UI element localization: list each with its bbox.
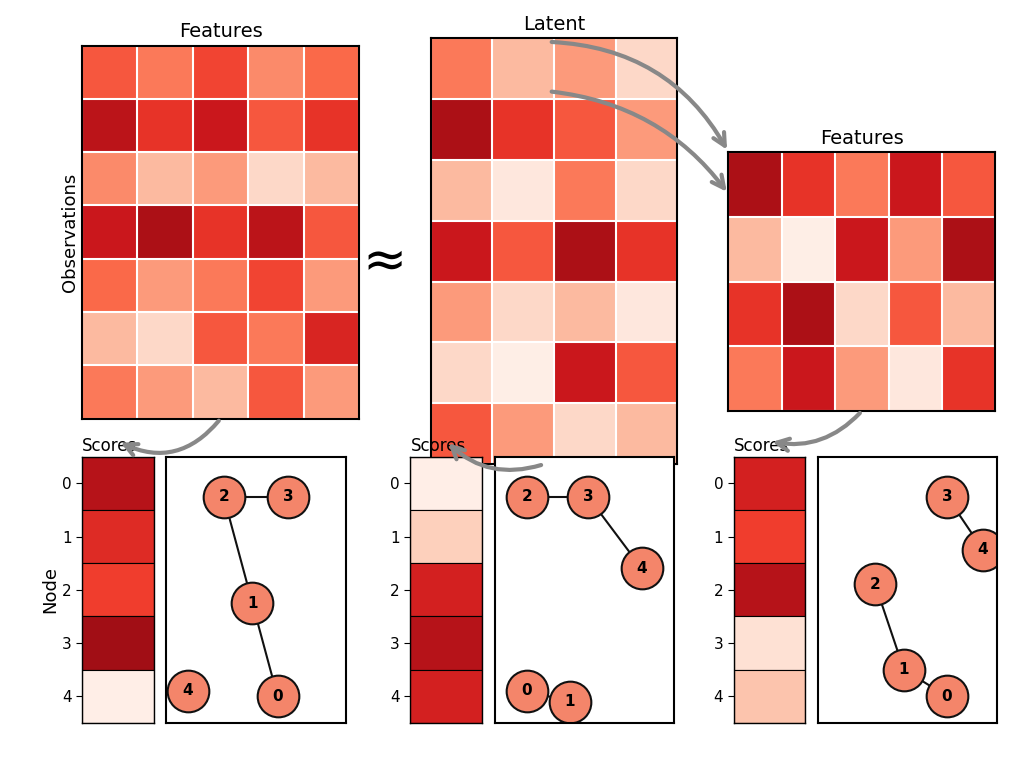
Point (633, 562, 649, 575)
Y-axis label: Observations: Observations (62, 173, 79, 291)
Point (180, 685, 196, 697)
Text: Scores: Scores (410, 437, 466, 455)
Point (939, 491, 955, 503)
Text: ≈: ≈ (362, 237, 407, 288)
Text: 4: 4 (183, 683, 193, 699)
Point (518, 685, 536, 697)
Bar (734, 457, 805, 510)
Point (280, 491, 297, 503)
Text: 1: 1 (564, 694, 576, 709)
Point (580, 491, 596, 503)
Bar (734, 616, 805, 670)
Bar (82, 670, 154, 723)
Text: 1: 1 (247, 596, 258, 610)
Text: 2: 2 (219, 489, 229, 504)
Bar (734, 670, 805, 723)
Text: 2: 2 (870, 577, 880, 592)
Text: Scores: Scores (734, 437, 789, 455)
Text: 4: 4 (636, 561, 647, 576)
Point (269, 690, 285, 702)
Point (215, 491, 232, 503)
Point (518, 491, 536, 503)
Title: Features: Features (820, 129, 904, 148)
Text: 0: 0 (521, 683, 532, 699)
Bar (82, 510, 154, 563)
Text: 3: 3 (283, 489, 293, 504)
Point (562, 696, 579, 708)
Text: 3: 3 (583, 489, 593, 504)
Text: Scores: Scores (82, 437, 137, 455)
Bar (410, 670, 482, 723)
Bar (82, 563, 154, 616)
Text: 0: 0 (272, 689, 283, 704)
Text: 4: 4 (978, 543, 988, 557)
Text: 1: 1 (899, 662, 909, 677)
Bar (82, 616, 154, 670)
Point (975, 543, 991, 556)
Bar (410, 457, 482, 510)
Bar (410, 563, 482, 616)
Point (867, 578, 883, 591)
Bar (410, 510, 482, 563)
Bar (410, 616, 482, 670)
Point (896, 664, 912, 676)
Text: 3: 3 (942, 489, 952, 504)
Y-axis label: Node: Node (41, 566, 60, 613)
Title: Features: Features (179, 22, 263, 41)
Text: 0: 0 (942, 689, 952, 704)
Bar (82, 457, 154, 510)
Text: 2: 2 (521, 489, 532, 504)
Bar (734, 563, 805, 616)
Point (939, 690, 955, 702)
Title: Latent: Latent (523, 14, 585, 33)
Point (244, 597, 261, 609)
Bar (734, 510, 805, 563)
